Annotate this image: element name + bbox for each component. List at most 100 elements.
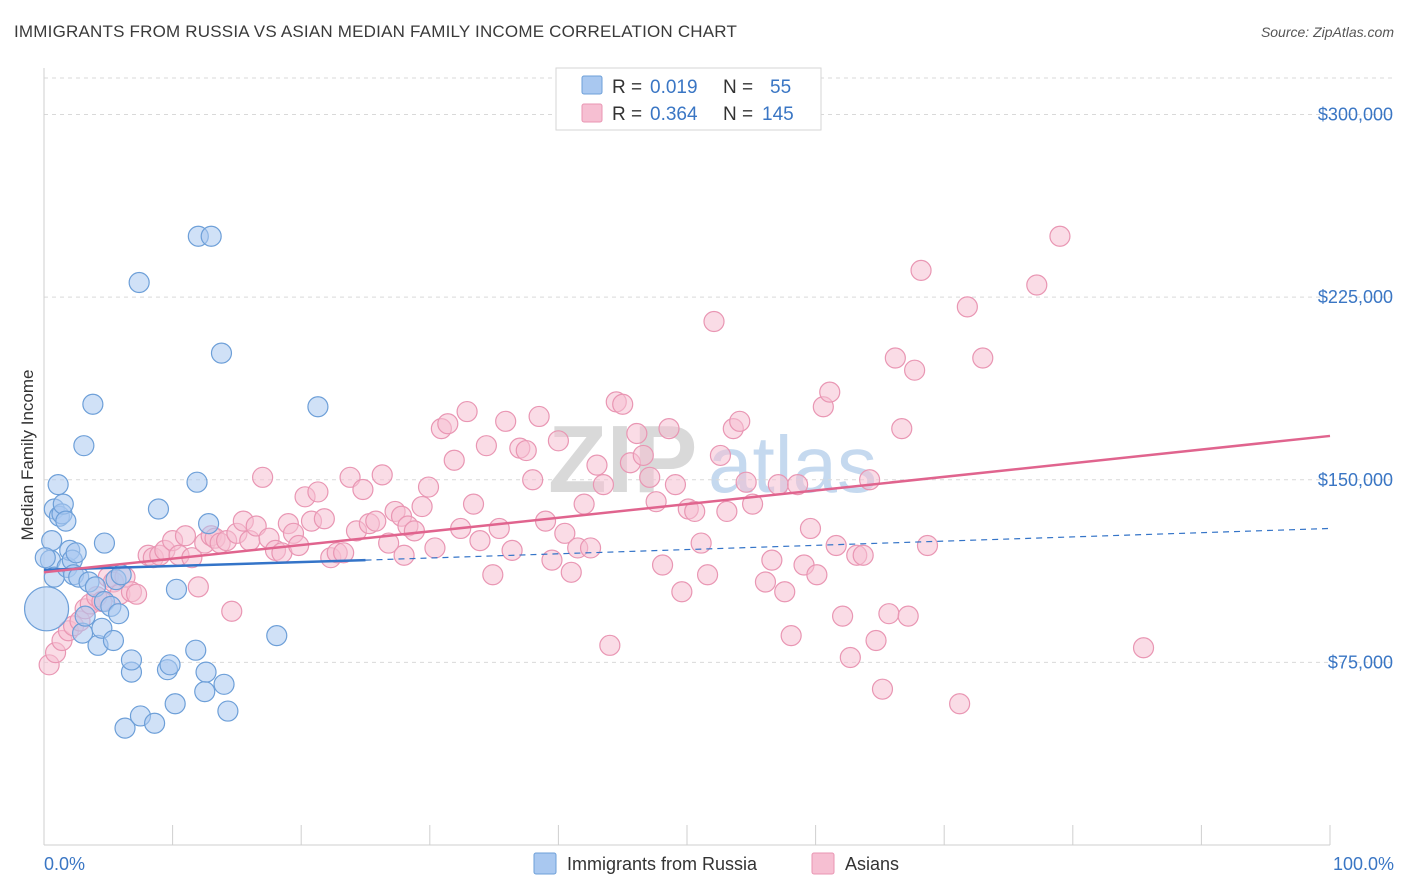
asians-point bbox=[599, 634, 621, 656]
russia-point bbox=[47, 474, 69, 496]
asians-n-value: 145 bbox=[762, 104, 794, 125]
y-tick-label: $300,000 bbox=[1318, 105, 1393, 125]
asians-point bbox=[774, 581, 796, 603]
asians-point bbox=[703, 310, 725, 333]
asians-point bbox=[865, 629, 887, 652]
asians-point bbox=[482, 564, 504, 586]
asians-point bbox=[626, 422, 648, 445]
asians-point bbox=[1026, 274, 1048, 296]
russia-point bbox=[200, 225, 222, 247]
asians-point bbox=[417, 476, 440, 498]
series-legend: Immigrants from Russia Asians bbox=[533, 852, 899, 875]
russia-point bbox=[120, 649, 143, 671]
asians-point bbox=[586, 454, 608, 476]
russia-point bbox=[82, 393, 104, 415]
asians-swatch bbox=[581, 103, 603, 123]
russia-point bbox=[93, 532, 116, 554]
asians-trend-line bbox=[43, 434, 1331, 574]
asians-point bbox=[716, 500, 738, 523]
asians-point bbox=[339, 466, 361, 488]
russia-point bbox=[217, 700, 239, 722]
asians-point bbox=[735, 471, 757, 493]
russia-point bbox=[74, 605, 96, 627]
x-tick-label-min: 0.0% bbox=[44, 854, 85, 874]
russia-point bbox=[210, 342, 233, 364]
asians-point bbox=[522, 469, 544, 491]
asians-point bbox=[832, 605, 854, 627]
chart-title: IMMIGRANTS FROM RUSSIA VS ASIAN MEDIAN F… bbox=[14, 22, 738, 41]
russia-r-label: R = bbox=[612, 77, 642, 98]
russia-point bbox=[195, 661, 217, 683]
asians-point bbox=[252, 466, 274, 488]
asians-point bbox=[469, 530, 491, 552]
asians-point bbox=[904, 359, 926, 381]
asians-point bbox=[307, 481, 329, 503]
russia-point bbox=[107, 603, 130, 625]
asians-point bbox=[878, 603, 900, 625]
asians-point bbox=[819, 381, 841, 403]
y-tick-label: $75,000 bbox=[1328, 652, 1393, 672]
asians-point bbox=[352, 478, 374, 501]
russia-point bbox=[213, 673, 235, 695]
x-tick-label-max: 100.0% bbox=[1333, 854, 1394, 874]
asians-point bbox=[632, 444, 654, 467]
asians-point bbox=[560, 561, 582, 583]
asians-point bbox=[859, 469, 881, 491]
asians-point bbox=[664, 474, 687, 496]
russia-series bbox=[23, 225, 329, 739]
russia-point bbox=[266, 624, 288, 647]
asians-point bbox=[761, 549, 783, 571]
russia-point bbox=[159, 654, 181, 676]
asians-point bbox=[515, 439, 537, 462]
source-credit: Source: ZipAtlas.com bbox=[1260, 24, 1394, 40]
russia-point bbox=[23, 586, 70, 632]
asians-point bbox=[403, 520, 425, 542]
russia-point bbox=[65, 542, 87, 564]
asians-r-label: R = bbox=[612, 104, 642, 125]
axes bbox=[43, 68, 1331, 846]
asians-point bbox=[729, 410, 751, 432]
asians-point bbox=[437, 413, 459, 435]
asians-point bbox=[696, 564, 719, 586]
asians-point bbox=[871, 678, 894, 700]
asians-point bbox=[709, 444, 732, 467]
asians-point bbox=[495, 410, 517, 432]
russia-n-label: N = bbox=[723, 77, 753, 98]
asians-r-value: 0.364 bbox=[650, 104, 698, 125]
legend-russia-swatch bbox=[533, 852, 557, 875]
asians-point bbox=[174, 525, 197, 547]
legend-russia-label: Immigrants from Russia bbox=[567, 854, 758, 874]
russia-point bbox=[143, 712, 166, 734]
asians-point bbox=[839, 646, 861, 669]
asians-point bbox=[371, 464, 393, 486]
y-tick-labels: $75,000 $150,000 $225,000 $300,000 bbox=[1318, 105, 1393, 673]
russia-point bbox=[307, 396, 329, 418]
russia-point bbox=[165, 578, 188, 600]
asians-point bbox=[949, 693, 971, 715]
asians-point bbox=[456, 400, 478, 423]
legend-asians-label: Asians bbox=[845, 854, 899, 874]
asians-point bbox=[573, 493, 595, 515]
asians-point bbox=[125, 583, 148, 605]
asians-point bbox=[658, 418, 680, 440]
asians-point bbox=[806, 564, 828, 586]
asians-point bbox=[528, 405, 550, 428]
russia-point bbox=[128, 271, 150, 294]
asians-point bbox=[671, 581, 693, 603]
asians-point bbox=[884, 347, 906, 369]
asians-point bbox=[187, 576, 209, 598]
asians-series bbox=[38, 225, 1155, 715]
asians-point bbox=[501, 539, 523, 561]
russia-point bbox=[55, 510, 77, 532]
y-tick-label: $150,000 bbox=[1318, 470, 1393, 490]
asians-point bbox=[741, 493, 764, 515]
asians-point bbox=[443, 449, 465, 471]
asians-point bbox=[488, 517, 510, 540]
asians-point bbox=[651, 554, 674, 576]
asians-n-label: N = bbox=[723, 104, 753, 125]
trend-lines bbox=[43, 434, 1331, 574]
russia-point bbox=[185, 639, 207, 661]
asians-point bbox=[916, 534, 939, 557]
asians-point bbox=[1049, 225, 1071, 247]
